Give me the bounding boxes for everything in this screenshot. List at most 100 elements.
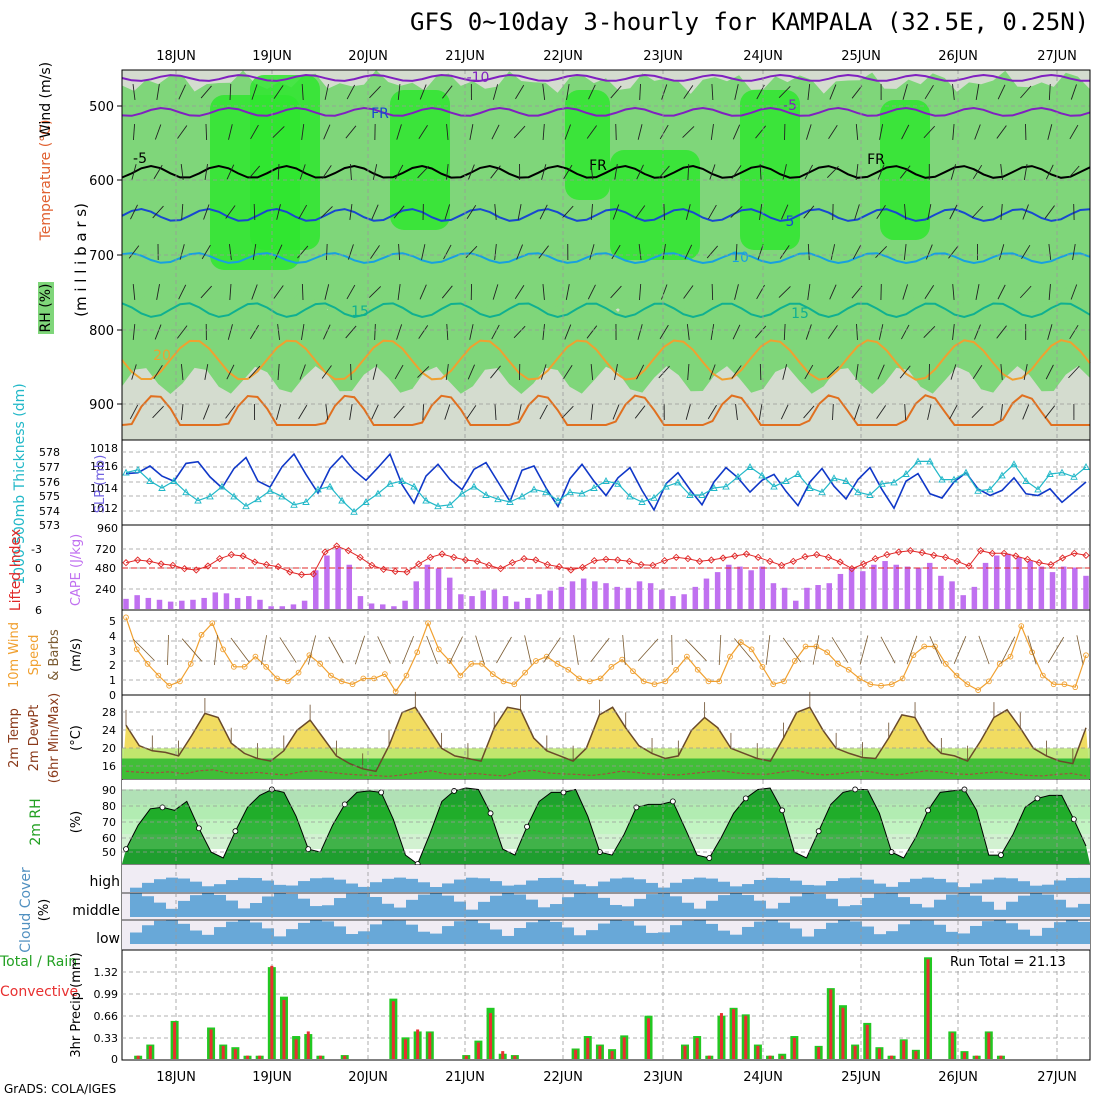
precip-label-convective: Convective — [0, 984, 78, 1000]
upper-wind-barb — [1022, 204, 1029, 220]
thickness-point — [218, 482, 226, 490]
upper-wind-barb — [876, 405, 887, 419]
wind-speed-point — [252, 653, 259, 660]
precip-convective-bar — [914, 1051, 918, 1059]
cape-bar — [938, 575, 944, 609]
cloud-cover-bar — [1066, 920, 1078, 944]
cloud-cover-bar — [610, 878, 622, 892]
cape-bar — [871, 564, 877, 609]
cape-bar — [368, 603, 375, 609]
cloud-cover-bar — [142, 882, 154, 892]
cloud-cover-bar — [538, 907, 550, 917]
lifted-index-point — [274, 563, 282, 571]
thickness-point — [494, 495, 502, 503]
cloud-cover-bar — [346, 934, 358, 944]
cloud-cover-bar — [802, 884, 814, 892]
upper-wind-barb — [561, 405, 574, 419]
upper-wind-barb — [180, 363, 184, 381]
upper-wind-barb — [394, 364, 404, 380]
contour-label: FR — [589, 158, 607, 174]
upper-wind-barb — [685, 204, 691, 220]
precip-convective-bar — [318, 1055, 322, 1059]
rh-point — [669, 798, 676, 805]
cape-bar — [190, 599, 196, 609]
precip-convective-bar — [756, 1045, 760, 1059]
upper-wind-barb — [972, 164, 983, 180]
thickness-point — [386, 479, 394, 487]
upper-wind-barb — [469, 324, 474, 340]
thickness-point — [530, 485, 538, 493]
upper-wind-barb — [876, 205, 886, 219]
wind-speed-point — [759, 663, 766, 670]
upper-wind-barb — [636, 364, 645, 380]
lifted-index-point — [403, 568, 411, 576]
upper-wind-barb — [826, 366, 839, 378]
cape-bar — [993, 555, 1000, 609]
cloud-cover-bar — [442, 926, 454, 944]
upper-wind-barb — [734, 284, 739, 300]
lifted-index-point — [379, 565, 388, 573]
cape-bar — [156, 599, 163, 609]
upper-wind-barb — [276, 204, 281, 220]
upper-wind-barb — [1023, 364, 1028, 380]
cloud-cover-bar — [430, 933, 442, 944]
cloud-cover-bar — [910, 920, 922, 944]
wind-axis-label-units: (m/s) — [69, 638, 84, 672]
cloud-cover-bar — [850, 905, 862, 917]
cloud-cover-bar — [790, 896, 802, 917]
upper-wind-barb — [1070, 284, 1078, 300]
upper-temperature-label: Temperature (°C) — [38, 120, 54, 242]
upper-wind-barb — [807, 243, 810, 261]
wind-barb — [831, 637, 849, 663]
upper-wind-barb — [974, 324, 981, 340]
precip-tick-label: 0 — [111, 1053, 118, 1066]
upper-wind-barb — [444, 204, 451, 220]
cloud-cover-bar — [1078, 877, 1090, 892]
upper-wind-barb — [177, 125, 188, 139]
cloud-cover-bar — [250, 878, 262, 892]
rh-point — [779, 807, 786, 814]
cloud-cover-bar — [898, 924, 910, 944]
upper-wind-barb — [709, 364, 716, 380]
cloud-cover-bar — [442, 883, 454, 892]
upper-wind-barb — [659, 324, 669, 340]
wind-speed-point — [403, 672, 410, 679]
thickness-series-line — [125, 460, 1087, 513]
upper-wind-barb — [851, 285, 863, 299]
wind-speed-point — [123, 614, 129, 621]
lifted-index-tick-label: 3 — [35, 583, 42, 596]
cloud-cover-bar — [130, 887, 142, 892]
upper-wind-barb — [998, 244, 1005, 260]
thickness-point — [806, 484, 814, 491]
upper-wind-barb — [368, 286, 382, 298]
lifted-index-point — [848, 565, 856, 573]
upper-wind-barb — [732, 324, 741, 340]
lifted-index-point — [555, 563, 563, 571]
thickness-point — [926, 457, 934, 465]
day-label-bottom: 25JUN — [841, 1070, 881, 1085]
rh-tick-label: 50 — [102, 846, 116, 859]
thickness-point — [1010, 460, 1018, 468]
upper-wind-barb — [324, 284, 330, 300]
wind-speed-point — [209, 620, 216, 627]
upper-wind-barb — [879, 124, 884, 140]
thickness-point — [422, 496, 430, 504]
cloud-cover-bar — [466, 920, 478, 944]
upper-wind-barb — [277, 163, 280, 181]
upper-rh-low-band — [122, 286, 1090, 394]
cape-bar — [692, 586, 699, 609]
upper-wind-barb — [539, 404, 548, 420]
cape-bar — [793, 600, 799, 609]
footer-credit: GrADS: COLA/IGES — [4, 1082, 117, 1096]
lifted-index-point — [216, 555, 224, 563]
wind-speed-point — [177, 678, 183, 685]
precip-convective-bar — [890, 1055, 894, 1059]
lifted-index-point — [496, 565, 505, 573]
wind-barb — [261, 635, 267, 665]
wind-speed-point — [748, 646, 755, 653]
thickness-point — [158, 484, 166, 491]
upper-wind-barb — [204, 364, 209, 380]
thickness-point — [506, 498, 514, 505]
wind-speed-point — [166, 682, 172, 689]
wind-speed-point — [856, 675, 863, 682]
